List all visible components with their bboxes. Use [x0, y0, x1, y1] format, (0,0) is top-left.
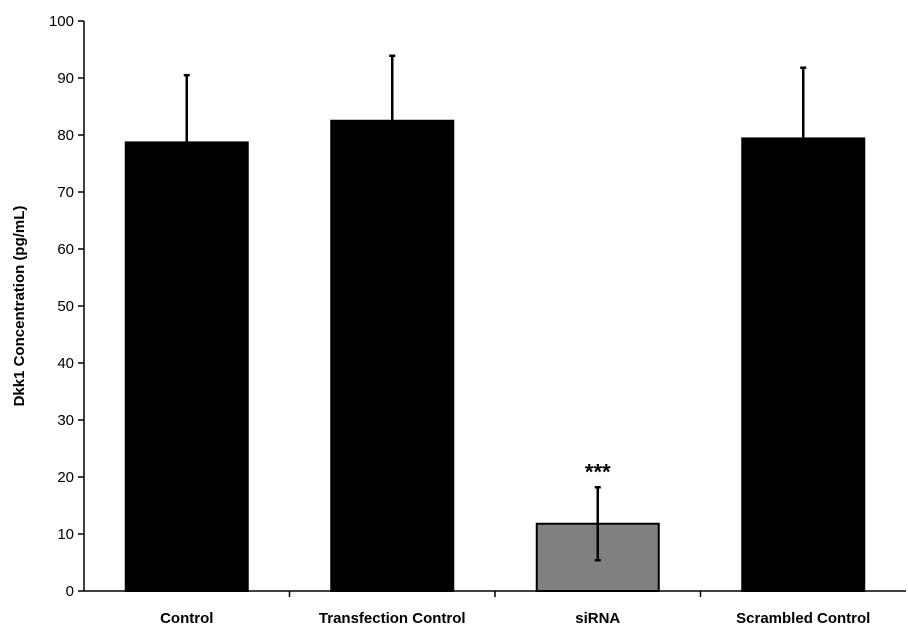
y-axis-title: Dkk1 Concentration (pg/mL) [11, 206, 28, 407]
error-bar [183, 73, 190, 211]
y-tick-label: 50 [57, 298, 74, 315]
bar-scrambled-control [741, 137, 866, 592]
y-tick-label: 80 [57, 127, 74, 144]
x-category-label: Control [160, 610, 213, 626]
y-tick-label: 40 [57, 355, 74, 372]
annotations: *** [585, 459, 611, 484]
bar-transfection-control [330, 119, 455, 592]
bar-control [124, 141, 249, 592]
y-tick-label: 20 [57, 469, 74, 486]
y-tick-label: 90 [57, 70, 74, 87]
error-bar [389, 54, 396, 187]
x-category-label: Scrambled Control [736, 610, 870, 626]
y-tick-label: 0 [66, 583, 74, 600]
x-category-label: Transfection Control [319, 610, 466, 626]
x-axis-category-labels: Control Transfection Control siRNA Scramble… [160, 591, 870, 626]
x-category-label: siRNA [575, 610, 620, 626]
y-tick-label: 30 [57, 412, 74, 429]
y-tick-label: 70 [57, 184, 74, 201]
bars [124, 119, 866, 592]
y-tick-label: 10 [57, 526, 74, 543]
y-tick-label: 100 [49, 13, 74, 30]
y-tick-label: 60 [57, 241, 74, 258]
error-bar [800, 66, 807, 211]
significance-annotation: *** [585, 459, 611, 484]
error-bar [594, 486, 601, 562]
error-bars [183, 54, 807, 562]
y-axis-ticks: 0 10 20 30 40 50 60 70 80 90 100 [49, 13, 84, 600]
axes [83, 21, 906, 592]
